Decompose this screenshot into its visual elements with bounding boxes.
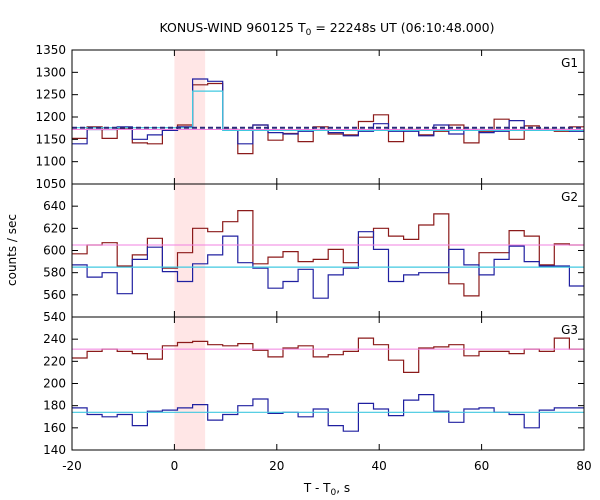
y-tick-label: 640	[43, 199, 66, 213]
panel-g2: 540 560 580 600 620 640 G2	[43, 183, 585, 324]
y-tick-label: 1200	[35, 110, 66, 124]
y-tick-label: 560	[43, 288, 66, 302]
panels: 1050 1100 1150 1200 1250 1300 1350 G1 540 560 580 6…	[35, 43, 591, 473]
panel-frame	[71, 49, 585, 185]
y-tick-label: 600	[43, 244, 66, 258]
x-tick-label: 20	[269, 459, 284, 473]
panel-g3: 140 160 180 200 220 240 G3	[43, 316, 585, 457]
y-tick-label: 620	[43, 221, 66, 235]
y-tick-label: 160	[43, 421, 66, 435]
y-tick-label: 1150	[35, 132, 66, 146]
y-tick-label: 1300	[35, 65, 66, 79]
y-tick-label: 1100	[35, 155, 66, 169]
series-line-1	[72, 82, 584, 155]
x-axis-label: T - T0, s	[303, 481, 350, 498]
panel-label: G2	[561, 190, 578, 204]
panel-g1: 1050 1100 1150 1200 1250 1300 1350 G1	[35, 43, 585, 191]
y-tick-label: 200	[43, 377, 66, 391]
y-tick-label: 1250	[35, 88, 66, 102]
y-tick-label: 1350	[35, 43, 66, 57]
y-tick-label: 180	[43, 399, 66, 413]
shaded-region	[174, 317, 206, 450]
shaded-region	[174, 184, 206, 317]
series-line-1	[72, 337, 584, 373]
x-tick-label: -20	[62, 459, 82, 473]
y-tick-label: 540	[43, 310, 66, 324]
series-line-3	[72, 90, 584, 131]
x-tick-label: 80	[576, 459, 591, 473]
panel-label: G1	[561, 56, 578, 70]
y-tick-label: 220	[43, 354, 66, 368]
y-tick-label: 580	[43, 266, 66, 280]
y-tick-label: 240	[43, 332, 66, 346]
x-tick-label: 60	[474, 459, 489, 473]
shaded-region	[174, 50, 206, 184]
series-line-2	[72, 231, 584, 299]
chart-title: KONUS-WIND 960125 T0 = 22248s UT (06:10:…	[159, 20, 494, 38]
y-tick-label: 140	[43, 443, 66, 457]
series-line-2	[72, 394, 584, 432]
y-tick-label: 1050	[35, 177, 66, 191]
y-axis-label: counts / sec	[5, 214, 19, 286]
x-tick-label: 0	[171, 459, 179, 473]
series-line-1	[72, 210, 584, 297]
panel-label: G3	[561, 323, 578, 337]
x-tick-label: 40	[372, 459, 387, 473]
panel-frame	[71, 316, 585, 451]
